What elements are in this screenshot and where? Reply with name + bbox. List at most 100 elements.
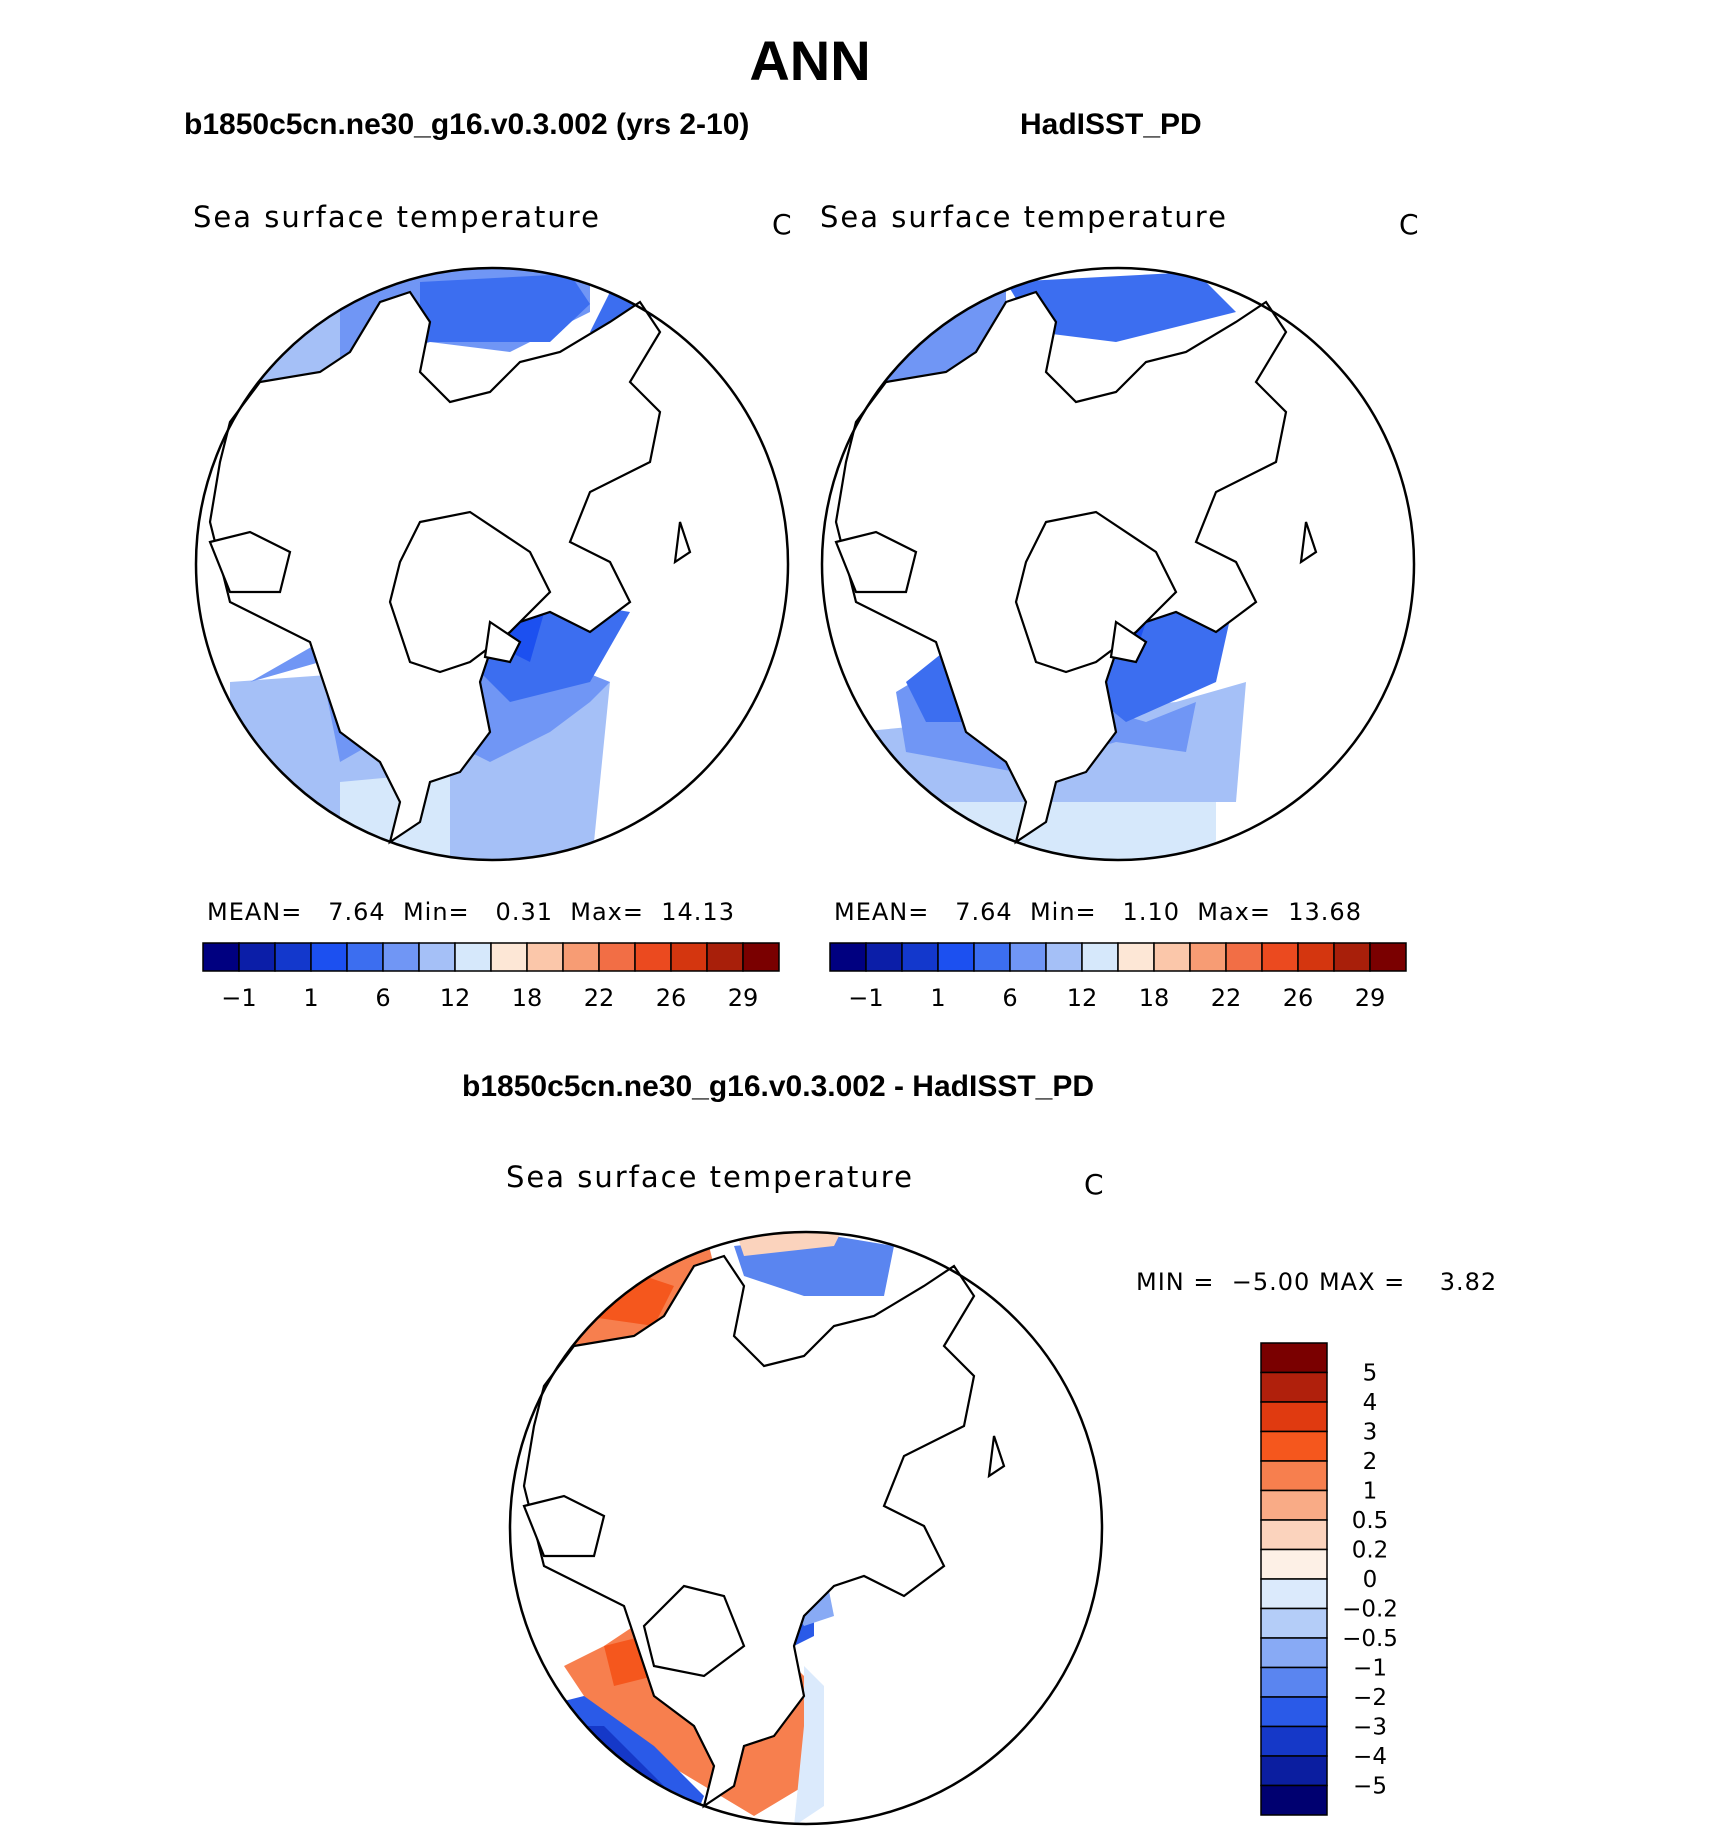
map3-colorbar-tick-label: 4 (1363, 1390, 1378, 1416)
map1-title: Sea surface temperature (193, 200, 601, 234)
map1-colorbar-tick-label: −1 (221, 984, 256, 1010)
map3-stats: MIN = −5.00 MAX = 3.82 (1136, 1268, 1497, 1296)
map1-min-label: Min= (402, 898, 470, 926)
map3-colorbar-tick-label: −3 (1353, 1715, 1387, 1741)
map3-colorbar-swatch (1260, 1666, 1328, 1698)
map2-max: 13.68 (1288, 898, 1362, 926)
map2 (820, 266, 1416, 862)
map2-colorbar-swatch (1261, 942, 1299, 972)
map1 (194, 266, 790, 862)
map2-colorbar-swatch (1225, 942, 1263, 972)
diff-panel-label: b1850c5cn.ne30_g16.v0.3.002 - HadISST_PD (462, 1070, 1095, 1103)
map1-colorbar-swatch (346, 942, 384, 972)
map3-colorbar-swatch (1260, 1342, 1328, 1374)
map2-colorbar-swatch (865, 942, 903, 972)
map2-colorbar-swatch (1333, 942, 1371, 972)
map3-colorbar-swatch (1260, 1784, 1328, 1816)
map3-colorbar-swatch (1260, 1460, 1328, 1492)
map1-colorbar-swatch (526, 942, 564, 972)
map1-colorbar-tick-label: 29 (728, 984, 759, 1010)
map2-max-label: Max= (1197, 898, 1271, 926)
map1-colorbar-swatch (490, 942, 528, 972)
map2-colorbar-tick-label: 1 (930, 984, 945, 1010)
map2-coastlines (834, 290, 1318, 845)
map1-units: C (772, 208, 792, 241)
map3-colorbar-tick-label: 3 (1363, 1420, 1378, 1446)
map3-ocean-pacific-core (584, 1276, 674, 1326)
model-panel-label: b1850c5cn.ne30_g16.v0.3.002 (yrs 2-10) (184, 108, 750, 141)
map1-colorbar-swatch (670, 942, 708, 972)
map3-colorbar-swatch (1260, 1371, 1328, 1403)
map3-colorbar-tick-label: −0.2 (1342, 1597, 1398, 1623)
map1-colorbar-swatch (562, 942, 600, 972)
map2-units: C (1399, 208, 1419, 241)
map3-coastlines (522, 1254, 1006, 1809)
map1-colorbar-tick-label: 1 (303, 984, 318, 1010)
map3-colorbar-tick-label: −0.5 (1342, 1626, 1398, 1652)
map2-mean-label: MEAN= (834, 898, 930, 926)
map1-stats: MEAN= 7.64 Min= 0.31 Max= 14.13 (207, 898, 735, 926)
map2-colorbar-swatch (1045, 942, 1083, 972)
map2-colorbar-swatch (901, 942, 939, 972)
map3-colorbar-tick-label: 0.2 (1352, 1538, 1389, 1564)
map1-colorbar-swatch (634, 942, 672, 972)
map3-colorbar-swatch (1260, 1519, 1328, 1551)
map3-colorbar-tick-label: 2 (1363, 1449, 1378, 1475)
map2-min-label: Min= (1029, 898, 1097, 926)
map1-colorbar-swatch (742, 942, 780, 972)
map1-colorbar-tick-label: 12 (440, 984, 471, 1010)
map2-colorbar-swatch (1009, 942, 1047, 972)
map1-ocean-bering (420, 274, 590, 342)
map3-colorbar-swatch (1260, 1607, 1328, 1639)
map2-colorbar-swatch (1153, 942, 1191, 972)
map2-colorbar-swatch (1369, 942, 1407, 972)
map2-colorbar-swatch (1081, 942, 1119, 972)
map1-colorbar: −1 1 6 12 18 22 26 29 (202, 942, 780, 1010)
map2-boundary (820, 266, 1416, 862)
map2-colorbar-swatch (937, 942, 975, 972)
map3-max-label: MAX = (1318, 1268, 1406, 1296)
map1-colorbar-tick-label: 6 (375, 984, 390, 1010)
map1-colorbar-swatch (382, 942, 420, 972)
map3-colorbar-tick-label: 0.5 (1352, 1508, 1389, 1534)
map2-colorbar: −1 1 6 12 18 22 26 29 (829, 942, 1407, 1010)
map1-max: 14.13 (661, 898, 735, 926)
map1-colorbar-swatch (274, 942, 312, 972)
map3-colorbar-tick-label: 1 (1363, 1479, 1378, 1505)
map2-colorbar-tick-label: −1 (848, 984, 883, 1010)
map2-title: Sea surface temperature (820, 200, 1228, 234)
map3-colorbar-tick-label: 5 (1363, 1361, 1378, 1387)
map1-colorbar-swatch (706, 942, 744, 972)
map1-colorbar-swatch (454, 942, 492, 972)
map1-colorbar-swatch (310, 942, 348, 972)
map1-colorbar-swatch (418, 942, 456, 972)
map3-colorbar-swatch (1260, 1401, 1328, 1433)
map3-ocean-atlantic-neutral (794, 1666, 824, 1824)
map2-colorbar-tick-label: 22 (1211, 984, 1242, 1010)
map1-mean-label: MEAN= (207, 898, 303, 926)
map3-colorbar-swatch (1260, 1725, 1328, 1757)
map3-max: 3.82 (1439, 1268, 1498, 1296)
map3-colorbar-swatch (1260, 1548, 1328, 1580)
map2-min: 1.10 (1122, 898, 1180, 926)
map2-ocean-nordic-sea (1076, 592, 1236, 722)
map1-colorbar-swatch (598, 942, 636, 972)
map1-colorbar-tick-label: 26 (656, 984, 687, 1010)
map3-colorbar-swatch (1260, 1489, 1328, 1521)
map1-mean: 7.64 (328, 898, 386, 926)
map3 (508, 1230, 1104, 1826)
map3-units: C (1084, 1168, 1104, 1201)
map1-colorbar-swatch (238, 942, 276, 972)
map3-colorbar-swatch (1260, 1637, 1328, 1669)
map3-colorbar-tick-label: −5 (1353, 1774, 1387, 1800)
map2-colorbar-tick-label: 6 (1002, 984, 1017, 1010)
map2-colorbar-tick-label: 18 (1139, 984, 1170, 1010)
map2-colorbar-tick-label: 26 (1283, 984, 1314, 1010)
map3-colorbar-swatch (1260, 1578, 1328, 1610)
map3-colorbar-tick-label: −2 (1353, 1685, 1387, 1711)
map3-colorbar-swatch (1260, 1430, 1328, 1462)
map3-colorbar-swatch (1260, 1696, 1328, 1728)
map2-colorbar-swatch (829, 942, 867, 972)
map1-coastlines (208, 290, 692, 845)
map3-colorbar: 5 4 3 2 1 0.5 0.2 0 −0.2 −0.5 −1 −2 −3 −4 −5 (1260, 1342, 1398, 1816)
